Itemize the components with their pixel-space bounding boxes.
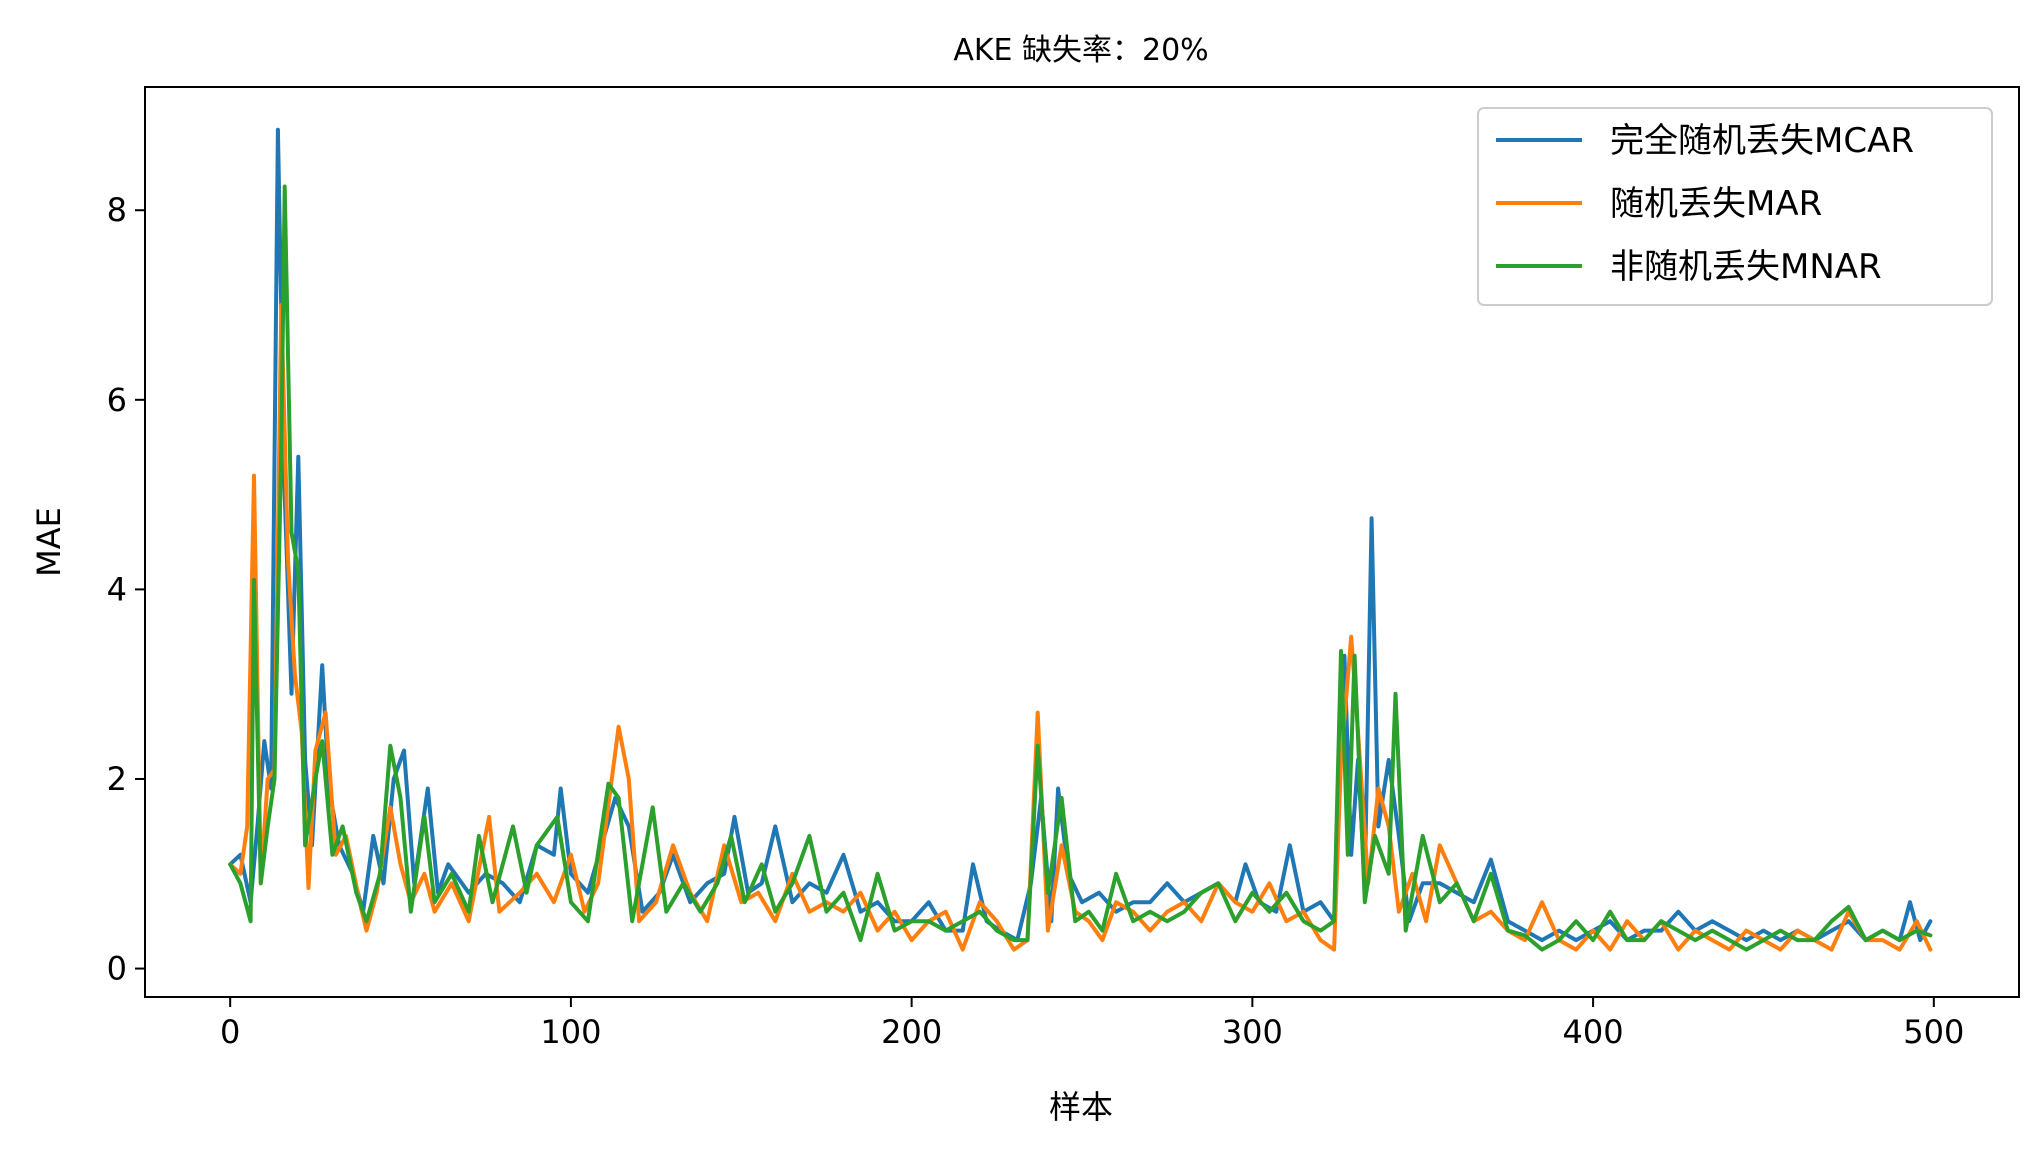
y-tick-label: 2 xyxy=(107,760,127,798)
legend-label-1: 完全随机丢失MCAR xyxy=(1610,121,1914,161)
legend-label-2: 随机丢失MAR xyxy=(1610,184,1822,224)
y-tick-label: 0 xyxy=(107,950,127,988)
series-lines xyxy=(228,127,1933,952)
series-line-2 xyxy=(228,303,1933,952)
x-tick-label: 500 xyxy=(1903,1013,1964,1051)
x-tick-label: 300 xyxy=(1222,1013,1283,1051)
y-tick-label: 8 xyxy=(107,191,127,229)
y-axis: 0 2 4 6 8 xyxy=(107,191,145,988)
legend-items: 完全随机丢失MCAR 随机丢失MAR 非随机丢失MNAR xyxy=(1496,121,1914,287)
y-tick-label: 4 xyxy=(107,570,127,608)
plot-area xyxy=(144,86,2020,998)
chart-title: AKE 缺失率：20% xyxy=(953,33,1208,68)
x-axis: 0 100 200 300 400 500 xyxy=(220,997,1964,1051)
legend-frame xyxy=(1477,107,1993,306)
y-tick-label: 6 xyxy=(107,381,127,419)
x-tick-label: 0 xyxy=(220,1013,240,1051)
legend: 完全随机丢失MCAR 随机丢失MAR 非随机丢失MNAR xyxy=(1477,107,1993,306)
x-tick-label: 200 xyxy=(881,1013,942,1051)
x-axis-label: 样本 xyxy=(1049,1088,1113,1126)
legend-label-3: 非随机丢失MNAR xyxy=(1610,247,1882,287)
plot-frame xyxy=(144,86,2020,998)
x-tick-label: 100 xyxy=(540,1013,601,1051)
x-tick-label: 400 xyxy=(1563,1013,1624,1051)
series-line-3 xyxy=(228,184,1933,952)
y-axis-label: MAE xyxy=(30,507,68,577)
